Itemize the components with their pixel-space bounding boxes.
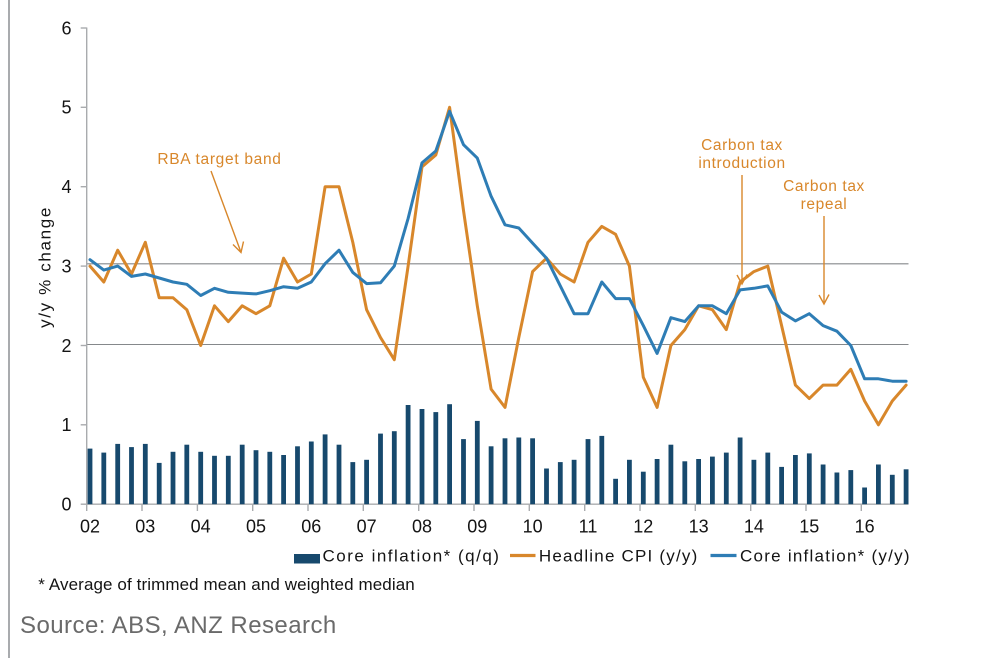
svg-text:12: 12 (633, 517, 653, 537)
svg-text:Core inflation* (q/q): Core inflation* (q/q) (323, 547, 501, 566)
svg-text:06: 06 (301, 517, 321, 537)
svg-text:1: 1 (61, 415, 71, 435)
svg-text:Core inflation* (y/y): Core inflation* (y/y) (740, 547, 911, 566)
svg-text:04: 04 (191, 517, 211, 537)
svg-text:Carbon tax: Carbon tax (701, 137, 783, 154)
svg-text:16: 16 (855, 517, 875, 537)
svg-text:3: 3 (61, 256, 71, 276)
svg-text:* Average of trimmed mean and: * Average of trimmed mean and weighted m… (38, 575, 415, 594)
svg-text:03: 03 (135, 517, 155, 537)
svg-text:repeal: repeal (801, 196, 848, 213)
svg-text:5: 5 (61, 98, 71, 118)
svg-text:y/y % change: y/y % change (36, 206, 55, 328)
svg-text:Carbon tax: Carbon tax (783, 178, 865, 195)
svg-text:02: 02 (80, 517, 100, 537)
svg-text:4: 4 (61, 177, 71, 197)
svg-text:11: 11 (579, 517, 598, 537)
svg-text:0: 0 (61, 495, 71, 515)
svg-text:Headline CPI (y/y): Headline CPI (y/y) (539, 547, 699, 566)
svg-text:08: 08 (412, 517, 432, 537)
svg-text:13: 13 (689, 517, 709, 537)
svg-text:introduction: introduction (698, 155, 785, 172)
svg-text:6: 6 (61, 18, 71, 38)
svg-text:10: 10 (523, 517, 543, 537)
svg-text:15: 15 (799, 517, 819, 537)
svg-text:2: 2 (61, 336, 71, 356)
svg-text:07: 07 (357, 517, 377, 537)
svg-text:RBA target band: RBA target band (157, 151, 281, 168)
svg-text:09: 09 (467, 517, 487, 537)
svg-text:14: 14 (744, 517, 764, 537)
svg-text:Source: ABS, ANZ Research: Source: ABS, ANZ Research (20, 612, 337, 639)
svg-text:05: 05 (246, 517, 266, 537)
